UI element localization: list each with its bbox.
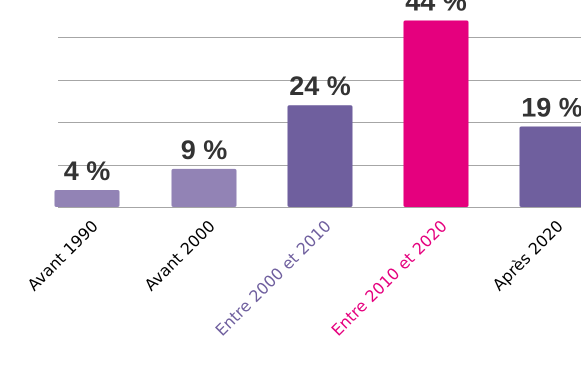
- category-label-3: Entre 2010 et 2020: [328, 216, 451, 339]
- value-labels: 4 % 9 % 24 % 44 % 19 %: [64, 0, 581, 186]
- bar-4: [519, 126, 581, 207]
- bars: [54, 20, 581, 207]
- bar-3: [403, 20, 469, 207]
- value-label-2: 24 %: [289, 71, 351, 101]
- value-label-3: 44 %: [405, 0, 467, 16]
- bar-0: [54, 190, 120, 207]
- bar-2: [287, 105, 353, 207]
- value-label-0: 4 %: [64, 156, 111, 186]
- value-label-4: 19 %: [521, 92, 581, 122]
- category-label-2: Entre 2000 et 2010: [212, 216, 335, 339]
- bar-1: [171, 168, 237, 207]
- category-label-1: Avant 2000: [141, 216, 219, 294]
- category-label-4: Après 2020: [489, 216, 567, 294]
- value-label-1: 9 %: [181, 135, 228, 165]
- category-label-0: Avant 1990: [24, 216, 102, 294]
